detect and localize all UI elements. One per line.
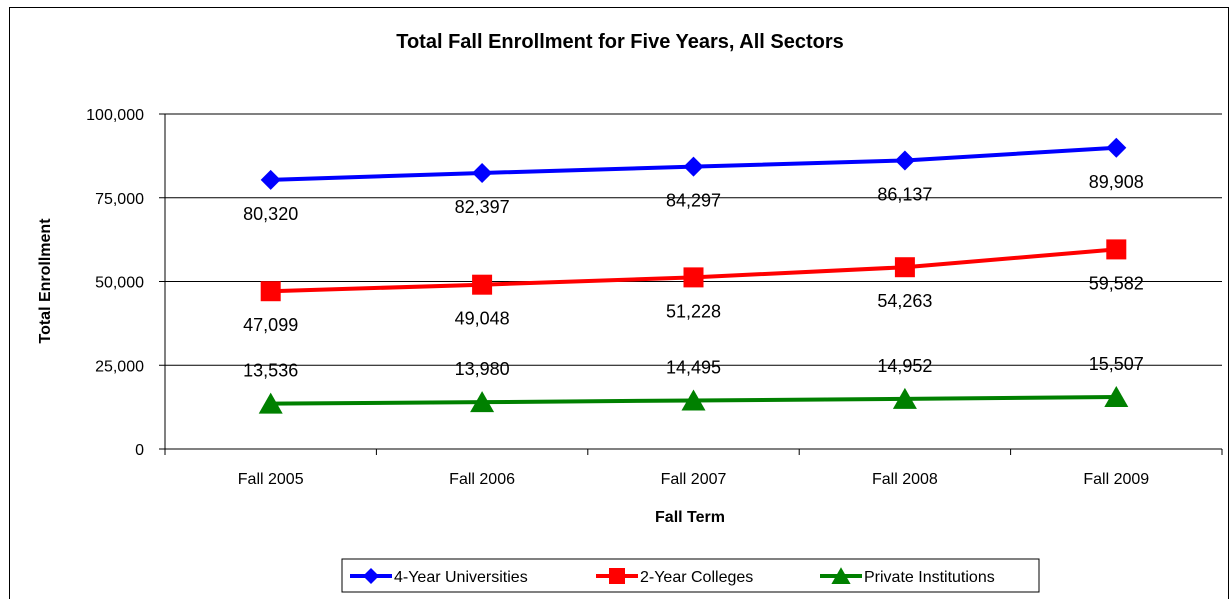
legend-label: 4-Year Universities: [394, 569, 528, 586]
axes: [164, 114, 1223, 455]
data-point: [472, 162, 493, 183]
x-tick-labels: Fall 2005 Fall 2006 Fall 2007 Fall 2008 Fall…: [238, 471, 1150, 488]
data-label: 89,908: [1089, 172, 1144, 192]
data-label: 84,297: [666, 191, 721, 211]
y-tick-label: 75,000: [95, 191, 144, 208]
x-tick-label: Fall 2009: [1083, 471, 1149, 488]
gridlines: [159, 113, 1222, 450]
legend-marker: [363, 568, 379, 584]
y-tick-label: 100,000: [86, 107, 144, 124]
y-tick-labels: 0 25,000 50,000 75,000 100,000: [86, 107, 144, 459]
series-private-institutions: 13,536 13,980 14,495 14,952 15,507: [243, 354, 1144, 414]
y-axis-title: Total Enrollment: [37, 218, 54, 344]
y-tick-label: 25,000: [95, 358, 144, 375]
legend-item: 4-Year Universities: [350, 568, 528, 586]
data-label: 80,320: [243, 204, 298, 224]
legend-item: Private Institutions: [820, 567, 995, 586]
data-point: [260, 169, 281, 190]
data-point: [894, 150, 915, 171]
series-2-year-colleges: 47,099 49,048 51,228 54,263 59,582: [243, 239, 1144, 335]
data-point: [470, 391, 495, 413]
data-point: [1106, 239, 1127, 260]
x-tick-label: Fall 2005: [238, 471, 304, 488]
chart-frame: [9, 7, 1229, 599]
data-point: [1104, 386, 1129, 408]
data-label: 82,397: [455, 197, 510, 217]
y-tick-label: 0: [135, 442, 144, 459]
legend-item: 2-Year Colleges: [596, 568, 753, 586]
x-tick-label: Fall 2008: [872, 471, 938, 488]
data-label: 54,263: [877, 291, 932, 311]
data-point: [681, 389, 706, 411]
legend-label: Private Institutions: [864, 569, 995, 586]
data-point: [472, 274, 493, 295]
data-label: 14,952: [877, 356, 932, 376]
data-label: 14,495: [666, 357, 721, 377]
legend: 4-Year Universities 2-Year Colleges Privat…: [341, 558, 1040, 593]
data-label: 47,099: [243, 315, 298, 335]
data-point: [1106, 137, 1127, 158]
data-point: [683, 156, 704, 177]
data-point: [892, 387, 917, 409]
data-label: 51,228: [666, 301, 721, 321]
legend-label: 2-Year Colleges: [640, 569, 753, 586]
y-tick-label: 50,000: [95, 275, 144, 292]
x-tick-label: Fall 2007: [661, 471, 727, 488]
data-label: 49,048: [455, 309, 510, 329]
legend-marker: [609, 568, 625, 584]
data-label: 86,137: [877, 184, 932, 204]
series-4-year-universities: 80,320 82,397 84,297 86,137 89,908: [243, 137, 1144, 224]
legend-marker: [831, 567, 851, 584]
data-label: 59,582: [1089, 273, 1144, 293]
data-point: [260, 281, 281, 302]
data-label: 15,507: [1089, 354, 1144, 374]
x-axis-title: Fall Term: [655, 509, 725, 526]
x-tick-label: Fall 2006: [449, 471, 515, 488]
data-label: 13,536: [243, 361, 298, 381]
data-point: [683, 267, 704, 288]
data-label: 13,980: [455, 359, 510, 379]
data-point: [894, 257, 915, 278]
data-point: [258, 392, 283, 414]
chart-title: Total Fall Enrollment for Five Years, Al…: [396, 31, 844, 53]
legend-box: [341, 558, 1040, 593]
series-layer: 80,320 82,397 84,297 86,137 89,908 47,099 49,0…: [243, 137, 1144, 414]
